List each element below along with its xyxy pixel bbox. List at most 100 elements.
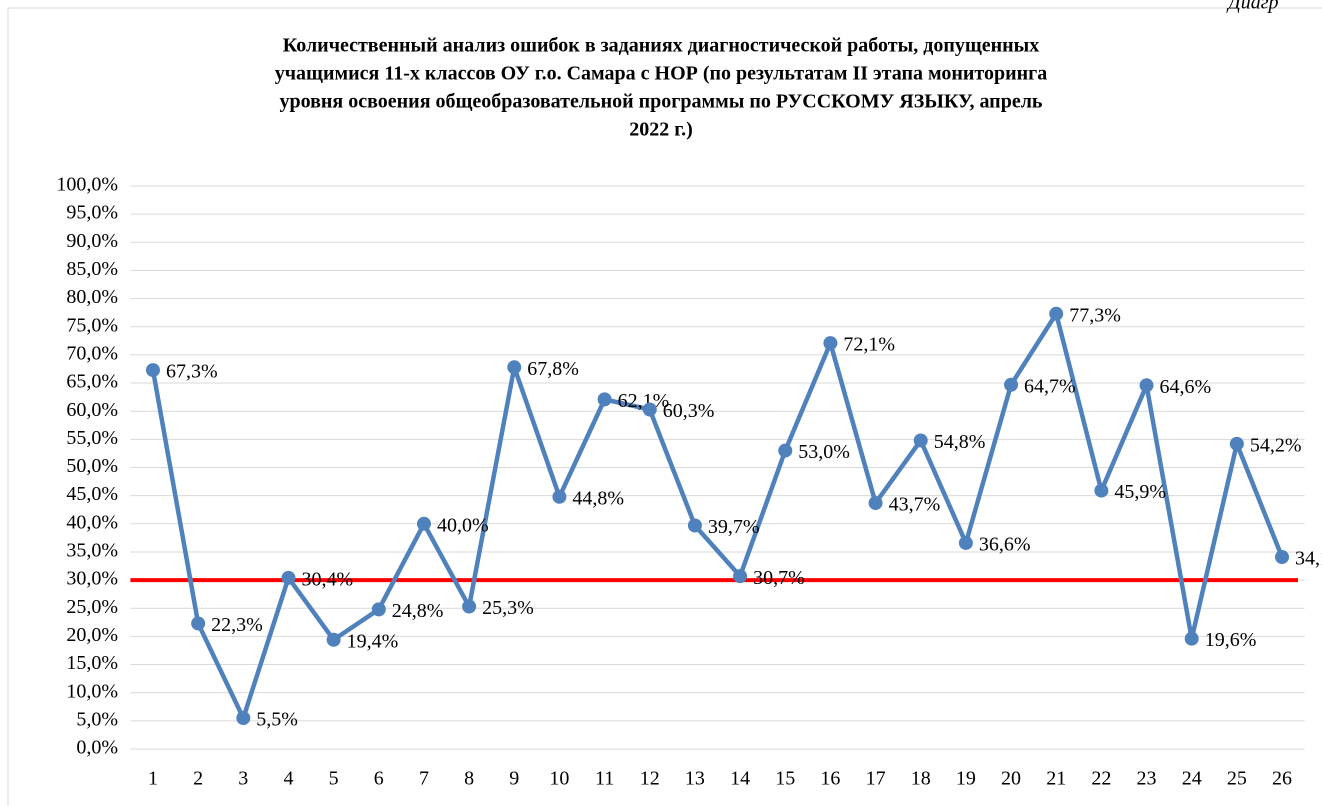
x-tick-label: 24 xyxy=(1182,768,1202,790)
x-tick-label: 17 xyxy=(866,768,886,790)
data-label: 44,8% xyxy=(572,487,624,509)
data-label: 24,8% xyxy=(392,600,444,622)
y-tick-label: 80,0% xyxy=(66,286,118,308)
data-point xyxy=(868,495,883,510)
chart-title: учащимися 11-х классов ОУ г.о. Самара с … xyxy=(275,63,1047,85)
y-tick-label: 100,0% xyxy=(56,174,118,196)
data-label: 54,2% xyxy=(1250,434,1302,456)
data-label: 30,7% xyxy=(753,567,805,589)
y-tick-label: 5,0% xyxy=(76,708,118,730)
data-point xyxy=(1184,631,1199,646)
x-tick-label: 14 xyxy=(730,768,750,790)
x-tick-label: 16 xyxy=(820,768,840,790)
y-tick-label: 10,0% xyxy=(66,680,118,702)
x-tick-label: 15 xyxy=(775,768,795,790)
x-tick-label: 2 xyxy=(193,768,203,790)
data-point xyxy=(642,402,657,417)
data-label: 67,8% xyxy=(527,358,579,380)
data-label: 77,3% xyxy=(1069,304,1121,326)
x-tick-label: 8 xyxy=(464,768,474,790)
x-tick-label: 5 xyxy=(329,768,339,790)
data-point xyxy=(371,602,386,617)
data-label: 43,7% xyxy=(889,494,941,516)
data-label: 22,3% xyxy=(211,614,263,636)
data-point xyxy=(145,363,160,378)
x-tick-label: 18 xyxy=(911,768,931,790)
data-point xyxy=(823,336,838,351)
data-point xyxy=(416,516,431,531)
data-label: 54,8% xyxy=(934,431,986,453)
y-tick-label: 55,0% xyxy=(66,427,118,449)
data-label: 62,1% xyxy=(618,390,670,412)
x-tick-label: 19 xyxy=(956,768,976,790)
y-tick-label: 60,0% xyxy=(66,399,118,421)
data-point xyxy=(1004,377,1019,392)
y-tick-label: 90,0% xyxy=(66,230,118,252)
data-label: 34,1% xyxy=(1295,548,1322,570)
x-tick-label: 25 xyxy=(1227,768,1247,790)
y-tick-label: 70,0% xyxy=(66,342,118,364)
data-label: 60,3% xyxy=(663,400,715,422)
data-point xyxy=(1094,483,1109,498)
data-point xyxy=(1229,436,1244,451)
data-label: 19,4% xyxy=(347,630,399,652)
data-label: 39,7% xyxy=(708,516,760,538)
data-point xyxy=(1275,550,1290,565)
x-tick-label: 3 xyxy=(238,768,248,790)
x-tick-label: 20 xyxy=(1001,768,1021,790)
y-tick-label: 85,0% xyxy=(66,258,118,280)
data-point xyxy=(281,570,296,585)
x-tick-label: 26 xyxy=(1272,768,1292,790)
data-point xyxy=(462,599,477,614)
corner-note: Диагр xyxy=(1226,0,1279,14)
data-label: 45,9% xyxy=(1114,481,1166,503)
chart-title: 2022 г.) xyxy=(629,119,693,141)
data-label: 53,0% xyxy=(798,441,850,463)
data-point xyxy=(687,518,702,533)
data-point xyxy=(597,392,612,407)
x-tick-label: 21 xyxy=(1046,768,1066,790)
data-label: 19,6% xyxy=(1205,629,1257,651)
x-tick-label: 12 xyxy=(640,768,660,790)
chart-title: Количественный анализ ошибок в заданиях … xyxy=(283,35,1040,57)
x-tick-label: 1 xyxy=(148,768,158,790)
data-point xyxy=(1139,378,1154,393)
data-point xyxy=(778,443,793,458)
y-tick-label: 40,0% xyxy=(66,511,118,533)
y-tick-label: 30,0% xyxy=(66,568,118,590)
data-label: 72,1% xyxy=(843,334,895,356)
y-tick-label: 25,0% xyxy=(66,596,118,618)
x-tick-label: 6 xyxy=(374,768,384,790)
data-label: 64,6% xyxy=(1160,376,1212,398)
y-tick-label: 95,0% xyxy=(66,202,118,224)
data-point xyxy=(236,711,251,726)
y-tick-label: 20,0% xyxy=(66,624,118,646)
data-point xyxy=(958,535,973,550)
chart-title: уровня освоения общеобразовательной прог… xyxy=(279,91,1042,113)
y-tick-label: 75,0% xyxy=(66,314,118,336)
data-point xyxy=(733,569,748,584)
data-point xyxy=(191,616,206,631)
data-label: 36,6% xyxy=(979,534,1031,556)
y-tick-label: 35,0% xyxy=(66,540,118,562)
chart-border xyxy=(7,7,1322,806)
data-point xyxy=(552,489,567,504)
data-point xyxy=(913,433,928,448)
data-point xyxy=(507,360,522,375)
data-point xyxy=(1049,306,1064,321)
data-label: 40,0% xyxy=(437,514,489,536)
x-tick-label: 11 xyxy=(595,768,614,790)
x-tick-label: 23 xyxy=(1137,768,1157,790)
x-tick-label: 9 xyxy=(509,768,519,790)
data-label: 5,5% xyxy=(256,709,298,731)
y-tick-label: 50,0% xyxy=(66,455,118,477)
x-tick-label: 13 xyxy=(685,768,705,790)
data-point xyxy=(326,632,341,647)
data-line xyxy=(150,311,1285,721)
y-tick-label: 45,0% xyxy=(66,483,118,505)
x-tick-label: 7 xyxy=(419,768,429,790)
data-label: 30,4% xyxy=(301,568,353,590)
data-label: 25,3% xyxy=(482,597,534,619)
